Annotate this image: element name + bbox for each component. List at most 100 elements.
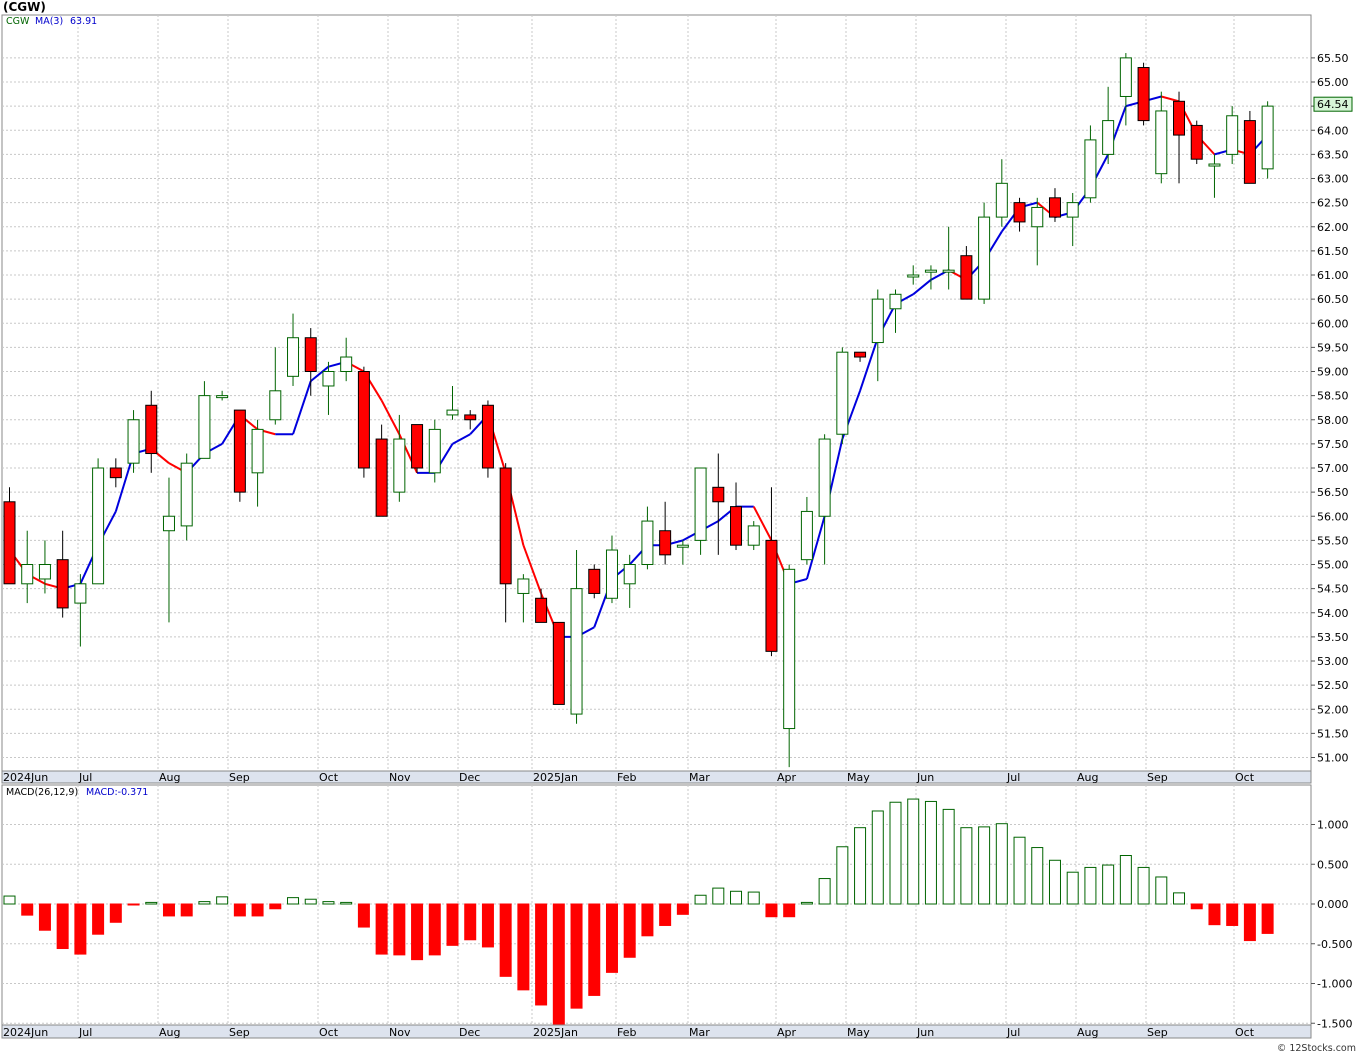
ma-segment: [859, 337, 879, 392]
macd-bar: [304, 898, 317, 905]
price-x-label: Jul: [78, 771, 92, 784]
candle: [322, 361, 335, 415]
candle: [3, 487, 16, 585]
candles: [3, 53, 1274, 768]
macd-bar: [1208, 903, 1221, 926]
macd-bar: [978, 826, 991, 905]
macd-legend-value: MACD:-0.371: [86, 787, 148, 798]
price-x-label: Oct: [1235, 771, 1255, 784]
candle: [145, 390, 158, 473]
candle-body: [180, 462, 193, 527]
candle: [535, 588, 548, 623]
macd-bar: [1119, 855, 1132, 905]
candle: [659, 501, 672, 565]
macd-x-label: Jun: [916, 1026, 934, 1039]
candle-body: [623, 564, 636, 585]
candle-body: [676, 544, 689, 548]
candle: [428, 419, 441, 483]
candle-body: [1261, 105, 1274, 170]
macd-bar: [1102, 864, 1115, 905]
price-y-tick-label: 58.50: [1317, 390, 1349, 403]
candle: [269, 347, 282, 425]
macd-bar: [180, 903, 193, 917]
macd-bar: [499, 903, 512, 977]
candle-body: [127, 419, 140, 464]
candle-body: [340, 356, 353, 372]
macd-y-tick-label: 0.000: [1317, 898, 1349, 911]
macd-bar: [269, 903, 282, 910]
candle-body: [1243, 120, 1256, 184]
macd-bar: [109, 903, 122, 923]
candle: [180, 453, 193, 541]
macd-x-label: Sep: [1147, 1026, 1168, 1039]
macd-y-axis: 1.000 0.500 0.000 -0.500 -1.000 -1.500: [1311, 819, 1352, 1030]
candle: [730, 482, 743, 551]
watermark: © 12Stocks.com: [1277, 1043, 1356, 1054]
macd-y-tick-label: 1.000: [1317, 819, 1349, 832]
candle-body: [162, 515, 175, 532]
macd-bar: [535, 903, 548, 1006]
candle: [889, 289, 902, 333]
candle: [907, 265, 920, 285]
macd-bar: [871, 810, 884, 905]
candle-body: [56, 559, 69, 609]
last-price-label: 64.54: [1317, 98, 1349, 111]
candle-body: [464, 414, 477, 421]
candle: [960, 246, 973, 300]
candle: [978, 202, 991, 304]
candle-body: [517, 578, 530, 594]
candle: [570, 550, 583, 724]
price-x-label: Jun: [916, 771, 934, 784]
macd-x-label: Dec: [459, 1026, 480, 1039]
price-y-tick-label: 58.00: [1317, 414, 1349, 427]
candle: [304, 328, 317, 396]
macd-bar: [1155, 876, 1168, 905]
candle-body: [942, 269, 955, 273]
price-y-tick-label: 56.00: [1317, 510, 1349, 523]
price-x-label: Apr: [777, 771, 797, 784]
macd-bar: [854, 827, 867, 905]
price-y-tick-label: 61.00: [1317, 269, 1349, 282]
macd-x-label: Jul: [1006, 1026, 1020, 1039]
candle: [56, 530, 69, 618]
macd-bar: [74, 903, 87, 955]
macd-y-tick-label: -1.000: [1317, 978, 1352, 991]
macd-bar: [1066, 871, 1079, 905]
candle: [251, 419, 264, 507]
price-x-label: Sep: [1147, 771, 1168, 784]
candle-body: [730, 506, 743, 546]
candle: [623, 554, 636, 608]
ma-segment: [452, 433, 471, 445]
candle-body: [3, 501, 16, 585]
price-x-label: 2025Jan: [533, 771, 578, 784]
macd-bar: [38, 903, 51, 931]
candle-body: [216, 395, 229, 399]
candle-body: [924, 269, 937, 273]
price-y-tick-label: 53.00: [1317, 655, 1349, 668]
candle: [411, 424, 424, 473]
candle: [38, 540, 51, 594]
candle: [340, 337, 353, 382]
macd-bar: [730, 890, 743, 905]
candle-body: [747, 525, 760, 546]
candle: [481, 400, 494, 478]
macd-bar: [216, 896, 229, 905]
price-x-label: Jul: [1006, 771, 1020, 784]
candle-body: [588, 568, 601, 594]
price-y-tick-label: 64.00: [1317, 124, 1349, 137]
ma-segment: [752, 506, 773, 541]
ma-segment: [310, 365, 330, 382]
macd-bar: [21, 903, 34, 916]
macd-x-label: May: [847, 1026, 870, 1039]
price-x-axis: 2024Jun Jul Aug Sep Oct Nov Dec 2025Jan Feb Mar Ap…: [3, 771, 1255, 784]
price-x-axis-band: [1, 770, 1312, 784]
candle-body: [21, 564, 34, 585]
candle-body: [1226, 115, 1239, 155]
candle: [942, 226, 955, 290]
candle: [871, 289, 884, 382]
candle: [198, 381, 211, 459]
ma-segment: [1161, 95, 1180, 103]
candle-body: [836, 351, 849, 435]
candle-body: [357, 371, 370, 469]
price-grid: [2, 15, 1311, 771]
